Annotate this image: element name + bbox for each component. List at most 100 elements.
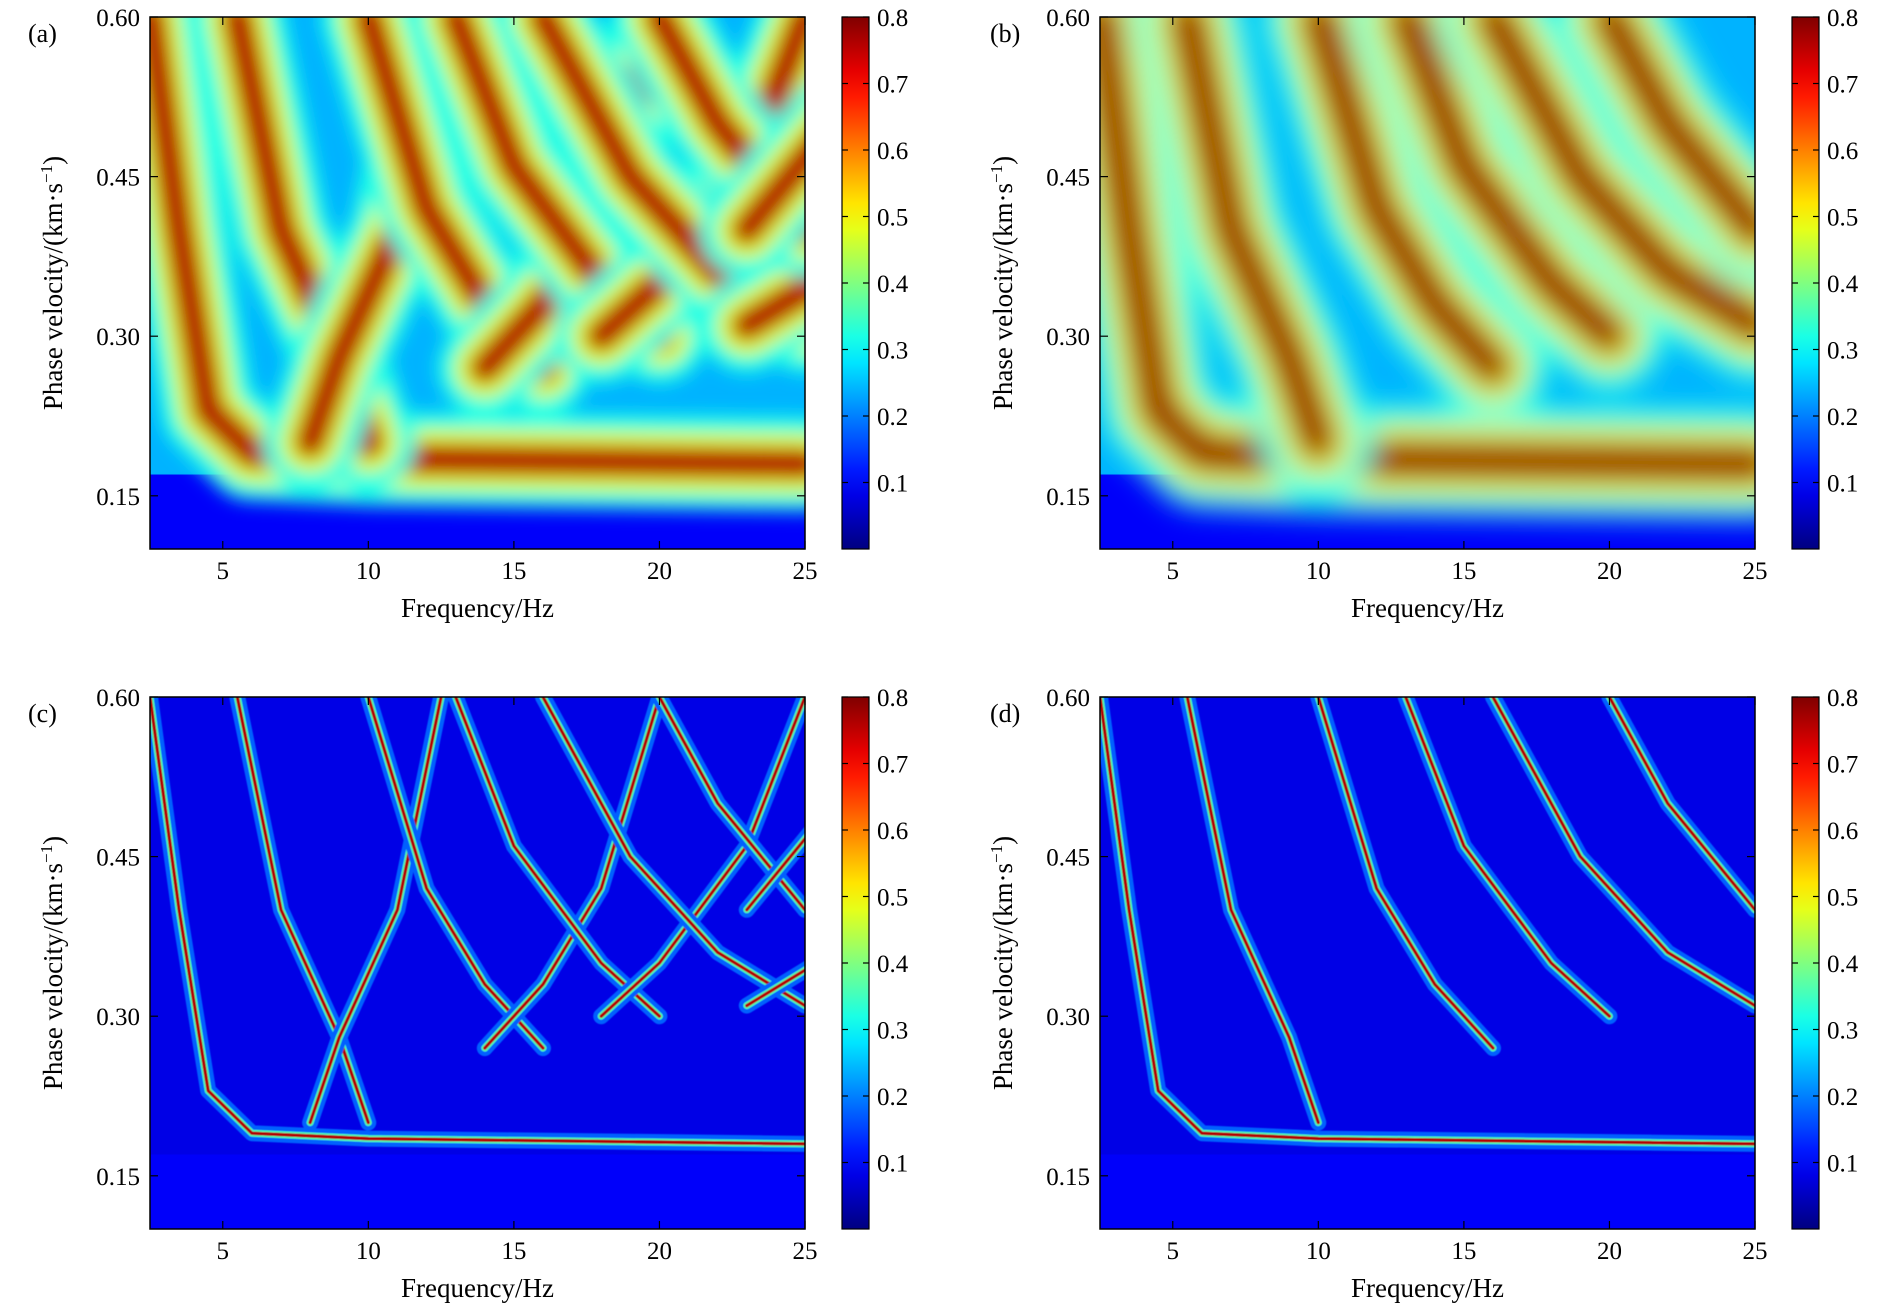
x-tick-label: 25 xyxy=(793,558,818,585)
ridge-mode-4-layer-2 xyxy=(541,697,805,1008)
y-axis-label: Phase velocity/(km·s−1) xyxy=(37,156,68,410)
x-tick-label: 10 xyxy=(356,558,381,585)
ridge-mode-2-layer-2 xyxy=(1298,17,1513,389)
colorbar-tick-label: 0.6 xyxy=(877,138,908,165)
ridge-mode-0-layer-2 xyxy=(150,697,805,1146)
ridge-mode-0-layer-2 xyxy=(150,17,805,480)
colorbar-tick-label: 0.4 xyxy=(877,271,909,298)
ridge-mode-3-layer-2 xyxy=(1385,17,1630,357)
colorbar-tick-label: 0.8 xyxy=(1827,5,1858,32)
ridge-alias-5-layer-2 xyxy=(730,133,805,246)
y-tick-label: 0.60 xyxy=(96,5,140,32)
colorbar-tick-label: 0.2 xyxy=(877,404,908,431)
x-axis-label: Frequency/Hz xyxy=(401,1273,554,1303)
colorbar-tick-label: 0.5 xyxy=(1827,885,1858,912)
y-tick-label: 0.60 xyxy=(96,685,140,712)
ridge-mode-5-layer-2 xyxy=(1607,697,1755,912)
axes-frame xyxy=(149,16,806,550)
y-tick-label: 0.15 xyxy=(96,484,140,511)
colorbar-tick-label: 0.3 xyxy=(877,338,908,365)
panel-d: 5 10 15 20 25 0.15 0.30 0.45 0.60 Frequency/Hz Pha… xyxy=(987,685,1859,1303)
colorbar-tick-label: 0.1 xyxy=(1827,471,1858,498)
colorbar-tick-label: 0.5 xyxy=(877,205,908,232)
ridge-group xyxy=(1100,697,1755,1152)
colorbar: 0.1 0.2 0.3 0.4 0.5 0.6 0.7 0.8 xyxy=(841,5,909,550)
panel-c: 5 10 15 20 25 0.15 0.30 0.45 0.60 Frequency/Hz Pha… xyxy=(28,685,909,1303)
x-tick-label: 15 xyxy=(501,1238,526,1265)
ridge-alias-3-layer-2 xyxy=(599,697,805,1018)
axes-frame xyxy=(1099,16,1756,550)
colorbar-tick-label: 0.1 xyxy=(877,1151,908,1178)
ridge-mode-1-layer-2 xyxy=(235,697,371,1125)
colorbar-tick-label: 0.2 xyxy=(877,1084,908,1111)
colorbar: 0.1 0.2 0.3 0.4 0.5 0.6 0.7 0.8 xyxy=(1791,685,1859,1230)
colorbar-tick-label: 0.1 xyxy=(877,471,908,498)
x-axis-label: Frequency/Hz xyxy=(1351,593,1504,623)
y-tick-label: 0.60 xyxy=(1046,685,1090,712)
x-tick-label: 25 xyxy=(1743,1238,1768,1265)
x-tick-label: 25 xyxy=(793,1238,818,1265)
colorbar-tick-label: 0.8 xyxy=(877,685,908,712)
ridge-mode-0-layer-2 xyxy=(1100,17,1755,484)
ridge-alias-4-layer-2 xyxy=(730,271,805,342)
colorbar-tick-label: 0.7 xyxy=(877,72,908,99)
x-tick-label: 5 xyxy=(1167,1238,1180,1265)
ridge-mode-0-layer-2 xyxy=(1100,697,1755,1146)
colorbar: 0.1 0.2 0.3 0.4 0.5 0.6 0.7 0.8 xyxy=(1791,5,1859,550)
y-tick-label: 0.60 xyxy=(1046,5,1090,32)
ridge-mode-1-layer-2 xyxy=(1185,697,1321,1125)
ridge-group xyxy=(150,17,805,512)
x-tick-label: 15 xyxy=(501,558,526,585)
y-tick-label: 0.15 xyxy=(96,1164,140,1191)
colorbar-tick-label: 0.2 xyxy=(1827,404,1858,431)
heatmap-area xyxy=(150,17,805,549)
y-tick-label: 0.30 xyxy=(96,324,140,351)
colorbar-tick-label: 0.2 xyxy=(1827,1084,1858,1111)
y-tick-label: 0.30 xyxy=(1046,324,1090,351)
y-tick-label: 0.15 xyxy=(1046,1164,1090,1191)
x-tick-label: 20 xyxy=(647,1238,672,1265)
y-tick-label: 0.45 xyxy=(1046,845,1090,872)
x-tick-label: 20 xyxy=(647,558,672,585)
panel-label: (d) xyxy=(990,699,1020,728)
y-axis-label: Phase velocity/(km·s−1) xyxy=(987,836,1018,1090)
heatmap-area xyxy=(1100,17,1755,549)
ridge-mode-5-layer-2 xyxy=(1589,17,1755,250)
axes-frame xyxy=(149,696,806,1230)
ridge-group xyxy=(150,697,805,1152)
heatmap-area xyxy=(150,697,805,1229)
colorbar-tick-label: 0.8 xyxy=(1827,685,1858,712)
colorbar-tick-label: 0.7 xyxy=(1827,752,1858,779)
ridge-alias-1-layer-2 xyxy=(308,697,443,1125)
colorbar-tick-label: 0.6 xyxy=(1827,138,1858,165)
y-tick-label: 0.45 xyxy=(96,165,140,192)
x-tick-label: 20 xyxy=(1597,1238,1622,1265)
colorbar-tick-label: 0.3 xyxy=(1827,338,1858,365)
ridge-mode-4-layer-2 xyxy=(1473,17,1755,346)
y-tick-label: 0.45 xyxy=(1046,165,1090,192)
colorbar-tick-label: 0.3 xyxy=(1827,1018,1858,1045)
ridge-mode-3-layer-2 xyxy=(1403,697,1612,1018)
panel-label: (a) xyxy=(28,19,57,48)
x-tick-label: 5 xyxy=(1167,558,1180,585)
x-tick-label: 20 xyxy=(1597,558,1622,585)
ridge-mode-1-layer-2 xyxy=(1167,17,1339,463)
colorbar-tick-label: 0.5 xyxy=(877,885,908,912)
x-tick-label: 10 xyxy=(1306,558,1331,585)
panel-label: (b) xyxy=(990,19,1020,48)
low-energy-zone xyxy=(1100,1154,1755,1229)
x-tick-label: 15 xyxy=(1451,1238,1476,1265)
x-tick-label: 5 xyxy=(217,1238,230,1265)
heatmap-area xyxy=(1100,697,1755,1229)
panel-a: 5 10 15 20 25 0.15 0.30 0.45 0.60 Frequency/Hz Pha… xyxy=(28,5,909,623)
colorbar-tick-label: 0.3 xyxy=(877,1018,908,1045)
panel-b: 5 10 15 20 25 0.15 0.30 0.45 0.60 Frequency/Hz Pha… xyxy=(987,5,1859,623)
y-axis-label: Phase velocity/(km·s−1) xyxy=(37,836,68,1090)
ridge-group xyxy=(1100,17,1755,519)
x-tick-label: 15 xyxy=(1451,558,1476,585)
x-tick-label: 5 xyxy=(217,558,230,585)
colorbar-tick-label: 0.8 xyxy=(877,5,908,32)
y-tick-label: 0.30 xyxy=(96,1004,140,1031)
axes-frame xyxy=(1099,696,1756,1230)
